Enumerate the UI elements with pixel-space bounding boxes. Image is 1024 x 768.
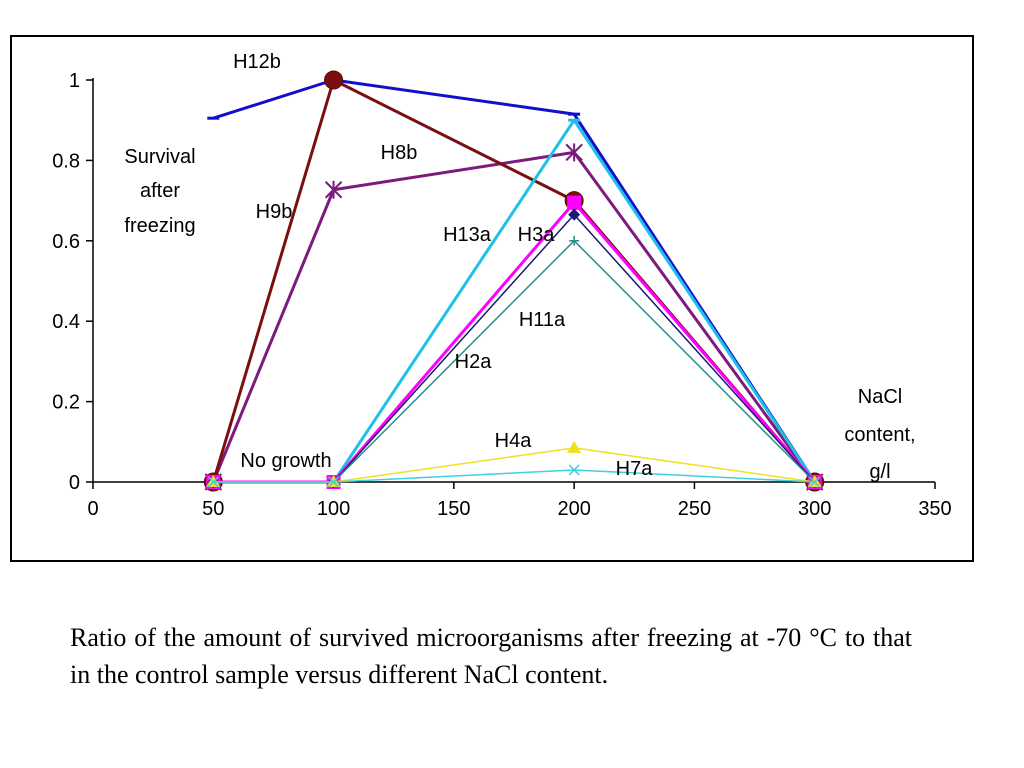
series-point-H3a (567, 195, 582, 210)
series-label-H4a: H4a (495, 430, 533, 452)
series-line-H8b (211, 150, 816, 483)
series-point-H7a (568, 464, 580, 476)
series-point-H7a (207, 476, 219, 488)
y-tick-label: 0.4 (52, 311, 80, 333)
x-tick-label: 0 (87, 498, 98, 520)
series-label-H3a: H3a (518, 224, 556, 246)
series-point-H7a (328, 476, 340, 488)
series-point-H11a (569, 235, 580, 246)
x-axis-label: content, (844, 424, 915, 446)
x-tick-label: 350 (918, 498, 951, 520)
series-label-H2a: H2a (455, 351, 493, 373)
series-point-H9b (324, 70, 344, 90)
x-tick-label: 100 (317, 498, 350, 520)
y-tick-label: 1 (69, 70, 80, 92)
x-tick-label: 200 (557, 498, 590, 520)
series-label-H8b: H8b (381, 142, 418, 164)
series-label-H12b: H12b (233, 51, 281, 73)
series-label-H11a: H11a (519, 309, 566, 331)
series-point-H2a (568, 208, 581, 221)
x-axis-label: NaCl (858, 386, 902, 408)
y-tick-label: 0.6 (52, 231, 80, 253)
y-tick-label: 0.2 (52, 392, 80, 414)
x-tick-label: 250 (678, 498, 711, 520)
figure-caption: Ratio of the amount of survived microorg… (70, 623, 912, 689)
series-label-H13a: H13a (443, 224, 492, 246)
series-point-H8b (324, 180, 343, 199)
line-chart: 0 50 100 150 200 250 300 350 0 0.2 0.4 0.6 0.8 1 H12b H… (52, 51, 952, 520)
x-tick-label: 50 (202, 498, 224, 520)
y-axis-label: freezing (124, 215, 195, 237)
series-line-H7a (213, 469, 815, 483)
series-label-H9b: H9b (256, 201, 293, 223)
series-point-H7a (809, 476, 821, 488)
y-tick-label: 0.8 (52, 150, 80, 172)
series-point-H4a (567, 440, 582, 453)
x-tick-label: 300 (798, 498, 831, 520)
no-growth-annotation: No growth (240, 450, 331, 472)
y-axis-label: Survival (124, 146, 195, 168)
x-tick-label: 150 (437, 498, 470, 520)
series-line-H12b (212, 78, 816, 483)
series-label-H7a: H7a (616, 458, 654, 480)
y-tick-label: 0 (69, 472, 80, 494)
series-point-H8b (565, 143, 583, 162)
chart-frame: 0 50 100 150 200 250 300 350 0 0.2 0.4 0.6 0.8 1 H12b H… (10, 35, 974, 562)
y-axis-label: after (140, 180, 180, 202)
x-axis-label: g/l (869, 461, 890, 483)
